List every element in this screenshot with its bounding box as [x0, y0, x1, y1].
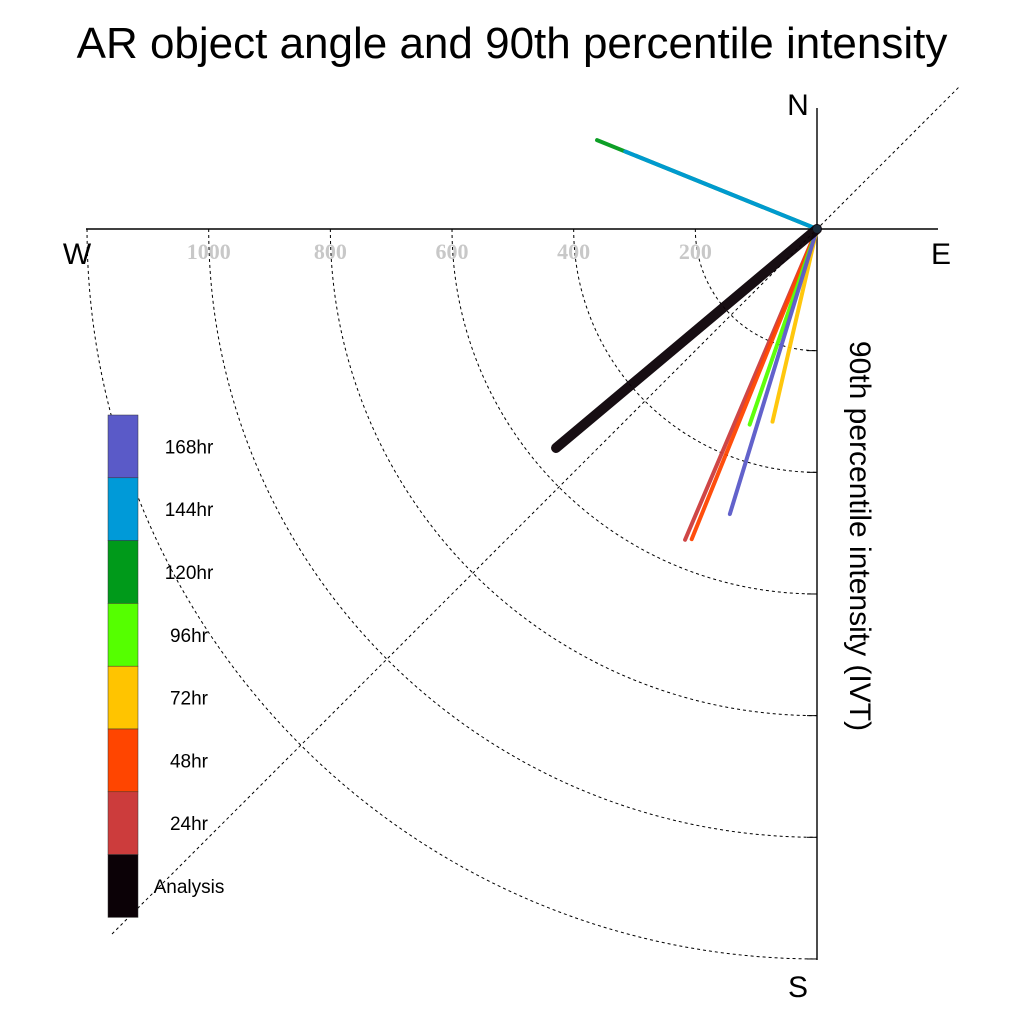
legend-swatch-72hr	[107, 665, 139, 730]
vector-168hr	[727, 227, 819, 517]
legend-label-96hr: 96hr	[170, 626, 209, 647]
legend-label-168hr: 168hr	[165, 437, 214, 458]
diagonal-reference-line	[109, 87, 959, 937]
legend-swatch-96hr	[107, 603, 139, 667]
legend-swatch-analysis	[107, 854, 139, 918]
grid-ring	[208, 228, 818, 838]
legend-label-72hr: 72hr	[170, 689, 209, 710]
vector-analysis	[551, 224, 822, 453]
radial-tick-label: 800	[314, 239, 347, 264]
compass-north-label: N	[787, 89, 809, 122]
legend-label-48hr: 48hr	[170, 751, 209, 772]
grid-ring	[573, 228, 818, 473]
grid-ring	[86, 228, 818, 960]
radial-tick-label: 1000	[187, 239, 231, 264]
legend-swatch-168hr	[107, 414, 139, 479]
vector-144hr	[623, 149, 819, 231]
radial-axis-label: 90th percentile intensity (IVT)	[843, 341, 876, 731]
legend-label-analysis: Analysis	[154, 877, 225, 898]
vector-48hr	[689, 227, 819, 542]
vector-72hr	[770, 227, 819, 424]
compass-south-label: S	[788, 971, 808, 1004]
legend-swatch-48hr	[107, 728, 139, 793]
legend-swatch-24hr	[107, 791, 139, 855]
legend-label-144hr: 144hr	[165, 500, 214, 521]
polar-grid	[86, 87, 959, 960]
grid-ring	[451, 228, 818, 595]
chart-title: AR object angle and 90th percentile inte…	[77, 19, 948, 68]
grid-ring	[694, 228, 818, 352]
compass-east-label: E	[931, 238, 951, 271]
legend-swatch-144hr	[107, 477, 139, 541]
compass-axes	[86, 108, 938, 960]
radial-tick-labels: 200 400 600 800 1000	[187, 239, 712, 264]
radial-tick-label: 400	[557, 239, 590, 264]
radial-tick-label: 200	[679, 239, 712, 264]
legend: 168hr 144hr 120hr 96hr 72hr 48hr 24hr Analysis	[107, 414, 225, 918]
grid-ring	[329, 228, 818, 717]
legend-label-120hr: 120hr	[165, 563, 214, 584]
radial-tick-label: 600	[436, 239, 469, 264]
series-vectors	[551, 138, 822, 542]
legend-label-24hr: 24hr	[170, 814, 209, 835]
origin-marker	[813, 225, 821, 233]
compass-west-label: W	[63, 238, 92, 271]
legend-swatch-120hr	[107, 540, 139, 604]
